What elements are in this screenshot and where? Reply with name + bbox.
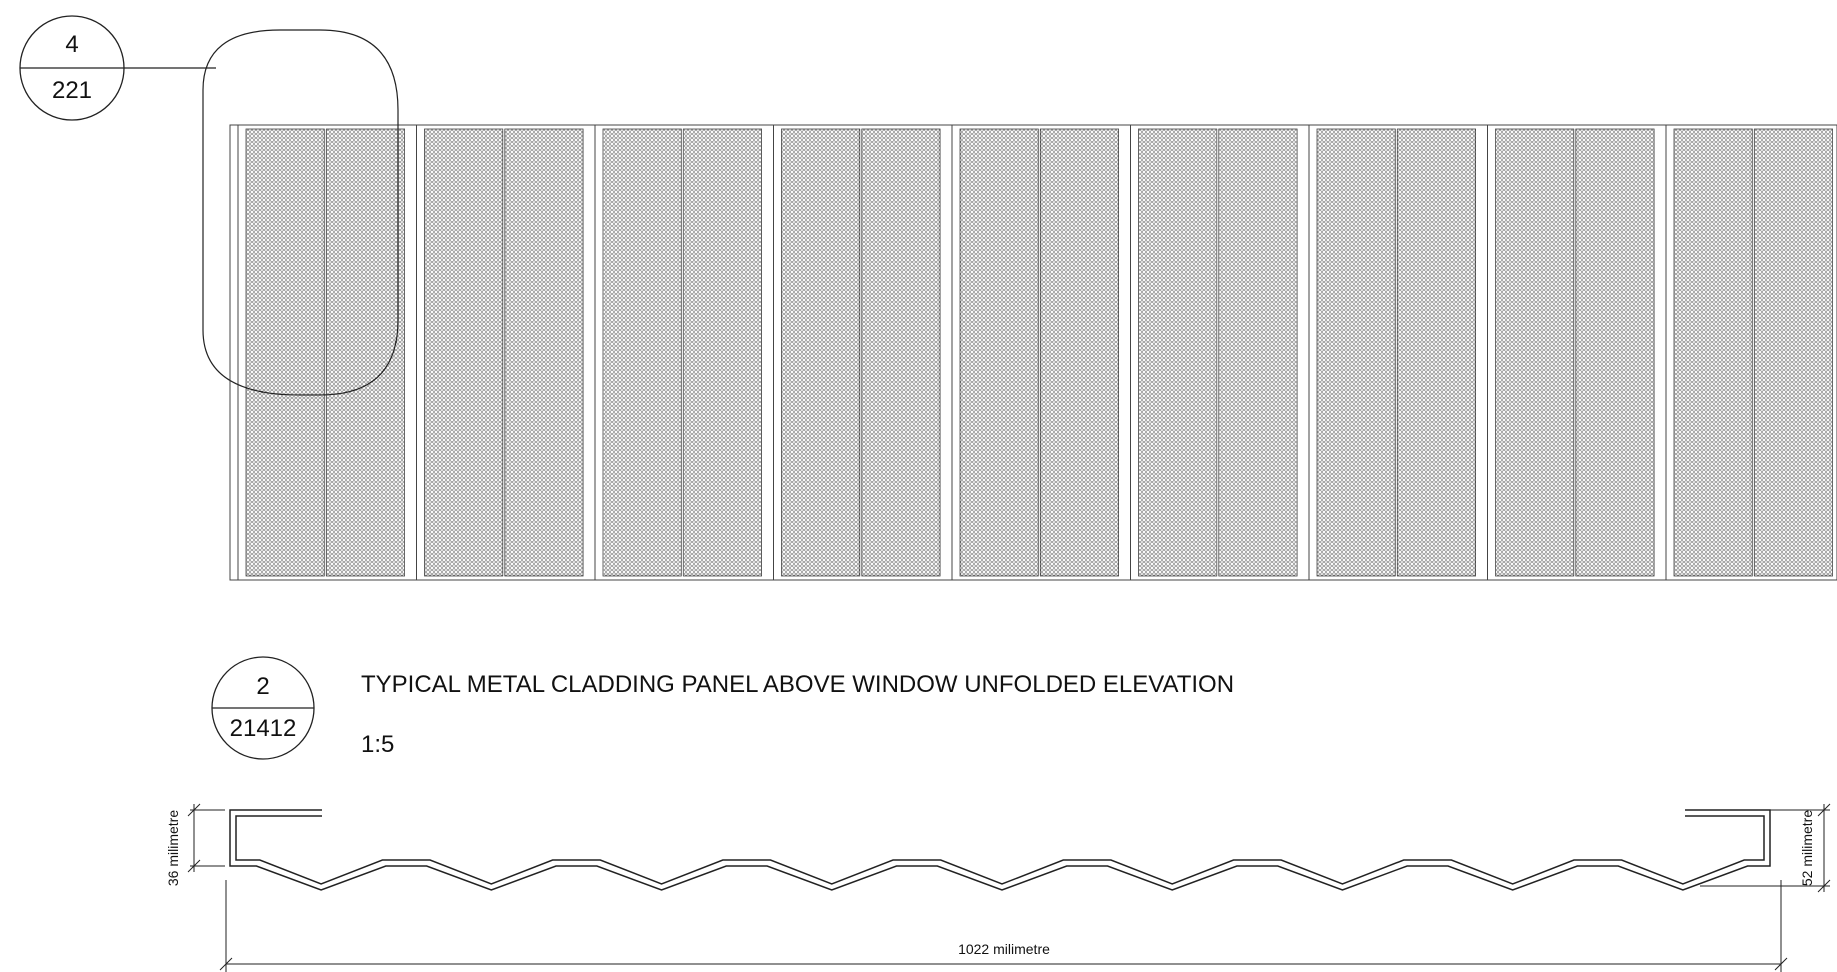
dimension-right-label: 52 milimetre bbox=[1799, 810, 1815, 886]
callout-sheet: 221 bbox=[52, 77, 92, 104]
perforated-strip bbox=[424, 128, 504, 577]
elevation-frame bbox=[229, 124, 1837, 581]
dimension-overall: 1022 milimetre bbox=[219, 880, 1788, 972]
view-scale: 1:5 bbox=[361, 731, 394, 758]
profile-outer-line bbox=[229, 809, 1771, 891]
perforated-strip bbox=[1673, 128, 1753, 577]
view-title: TYPICAL METAL CLADDING PANEL ABOVE WINDO… bbox=[361, 671, 1234, 698]
perforated-strip bbox=[781, 128, 861, 577]
perforated-strip bbox=[1396, 128, 1477, 577]
dimension-right: 52 milimetre bbox=[1700, 803, 1831, 893]
profile-inner-line bbox=[235, 815, 1765, 885]
perforated-strip bbox=[1316, 128, 1396, 577]
view-sheet: 21412 bbox=[230, 715, 297, 742]
perforated-strip bbox=[1218, 128, 1298, 577]
perforated-strip bbox=[1138, 128, 1218, 577]
perforated-strip bbox=[504, 128, 584, 577]
detail-boundary bbox=[202, 29, 399, 396]
perforated-strip bbox=[1039, 128, 1120, 577]
view-title-block: 2 21412 TYPICAL METAL CLADDING PANEL ABO… bbox=[211, 656, 1234, 760]
perforated-strip bbox=[1753, 128, 1834, 577]
detail-callout: 4 221 bbox=[19, 15, 399, 396]
perforated-strip bbox=[245, 128, 325, 577]
perforated-panel-elevation bbox=[229, 124, 1837, 581]
view-number: 2 bbox=[256, 673, 269, 700]
perforated-strip bbox=[602, 128, 682, 577]
dimension-left: 36 milimetre bbox=[165, 803, 225, 886]
perforated-strip bbox=[861, 128, 941, 577]
callout-number: 4 bbox=[65, 31, 78, 58]
perforated-strip bbox=[325, 128, 405, 577]
dimension-overall-label: 1022 milimetre bbox=[958, 941, 1050, 957]
dimension-left-label: 36 milimetre bbox=[165, 810, 181, 886]
perforated-strip bbox=[959, 128, 1039, 577]
perforated-strip bbox=[1495, 128, 1575, 577]
perforated-strip bbox=[1575, 128, 1655, 577]
perforated-strip bbox=[682, 128, 762, 577]
panel-section-profile bbox=[229, 809, 1771, 891]
